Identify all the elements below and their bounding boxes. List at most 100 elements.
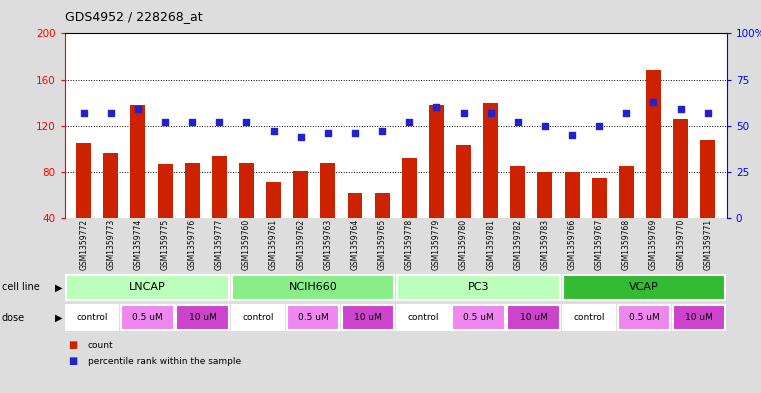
Bar [239, 163, 254, 264]
Bar [483, 103, 498, 264]
Text: GSM1359760: GSM1359760 [242, 219, 251, 270]
Point [702, 110, 714, 116]
Text: GSM1359777: GSM1359777 [215, 219, 224, 270]
Bar [177, 305, 229, 330]
Text: GSM1359774: GSM1359774 [133, 219, 142, 270]
Text: ▶: ▶ [55, 282, 62, 292]
Bar [619, 166, 634, 264]
Point [648, 99, 660, 105]
Text: NCIH660: NCIH660 [288, 282, 337, 292]
Text: control: control [77, 313, 108, 322]
Bar [158, 164, 173, 264]
Text: percentile rank within the sample: percentile rank within the sample [88, 357, 240, 365]
Point [268, 128, 280, 134]
Bar [402, 158, 417, 264]
Bar [76, 143, 91, 264]
Text: control: control [573, 313, 604, 322]
Point [485, 110, 497, 116]
Point [159, 119, 171, 125]
Text: GSM1359783: GSM1359783 [540, 219, 549, 270]
Bar [130, 105, 145, 264]
Text: GSM1359764: GSM1359764 [351, 219, 359, 270]
Point [620, 110, 632, 116]
Bar [348, 193, 362, 264]
Bar [646, 70, 661, 264]
Text: GSM1359775: GSM1359775 [161, 219, 170, 270]
Point [511, 119, 524, 125]
Point [186, 119, 199, 125]
Point [349, 130, 361, 136]
Bar [103, 153, 118, 264]
Text: GSM1359762: GSM1359762 [296, 219, 305, 270]
Text: ■: ■ [68, 356, 78, 366]
Text: GSM1359761: GSM1359761 [269, 219, 278, 270]
Text: GSM1359778: GSM1359778 [405, 219, 414, 270]
Text: ▶: ▶ [55, 312, 62, 323]
Text: 0.5 uM: 0.5 uM [629, 313, 659, 322]
Point [674, 106, 686, 112]
Point [593, 123, 605, 129]
Bar [212, 156, 227, 264]
Text: PC3: PC3 [468, 282, 489, 292]
Text: GSM1359765: GSM1359765 [377, 219, 387, 270]
Text: control: control [408, 313, 439, 322]
Bar [397, 275, 560, 300]
Point [403, 119, 416, 125]
Text: 10 uM: 10 uM [354, 313, 382, 322]
Text: GSM1359763: GSM1359763 [323, 219, 333, 270]
Text: 0.5 uM: 0.5 uM [463, 313, 494, 322]
Point [78, 110, 90, 116]
Text: cell line: cell line [2, 282, 40, 292]
Text: ■: ■ [68, 340, 78, 351]
Bar [562, 275, 725, 300]
Bar [429, 105, 444, 264]
Bar [673, 305, 725, 330]
Text: GSM1359768: GSM1359768 [622, 219, 631, 270]
Point [322, 130, 334, 136]
Bar [185, 163, 199, 264]
Text: GSM1359766: GSM1359766 [568, 219, 577, 270]
Point [295, 134, 307, 140]
Text: count: count [88, 341, 113, 350]
Text: GSM1359782: GSM1359782 [514, 219, 522, 270]
Point [430, 104, 442, 110]
Bar [673, 119, 688, 264]
Bar [537, 172, 552, 264]
Bar [565, 172, 580, 264]
Bar [700, 140, 715, 264]
Text: GSM1359769: GSM1359769 [649, 219, 658, 270]
Bar [452, 305, 505, 330]
Point [376, 128, 388, 134]
Point [105, 110, 117, 116]
Point [240, 119, 253, 125]
Bar [397, 305, 450, 330]
Text: 10 uM: 10 uM [520, 313, 548, 322]
Bar [287, 305, 339, 330]
Point [213, 119, 225, 125]
Point [566, 132, 578, 138]
Bar [592, 178, 607, 264]
Bar [231, 305, 284, 330]
Text: 0.5 uM: 0.5 uM [132, 313, 163, 322]
Text: GSM1359781: GSM1359781 [486, 219, 495, 270]
Text: GSM1359771: GSM1359771 [703, 219, 712, 270]
Bar [618, 305, 670, 330]
Bar [121, 305, 174, 330]
Text: GSM1359772: GSM1359772 [79, 219, 88, 270]
Bar [456, 145, 471, 264]
Bar [66, 305, 119, 330]
Bar [508, 305, 560, 330]
Bar [320, 163, 336, 264]
Bar [374, 193, 390, 264]
Text: GDS4952 / 228268_at: GDS4952 / 228268_at [65, 10, 202, 23]
Text: VCAP: VCAP [629, 282, 659, 292]
Point [539, 123, 551, 129]
Text: GSM1359767: GSM1359767 [595, 219, 603, 270]
Point [457, 110, 470, 116]
Text: LNCAP: LNCAP [129, 282, 166, 292]
Text: dose: dose [2, 312, 24, 323]
Text: GSM1359780: GSM1359780 [459, 219, 468, 270]
Text: 10 uM: 10 uM [189, 313, 217, 322]
Bar [293, 171, 308, 264]
Bar [562, 305, 615, 330]
